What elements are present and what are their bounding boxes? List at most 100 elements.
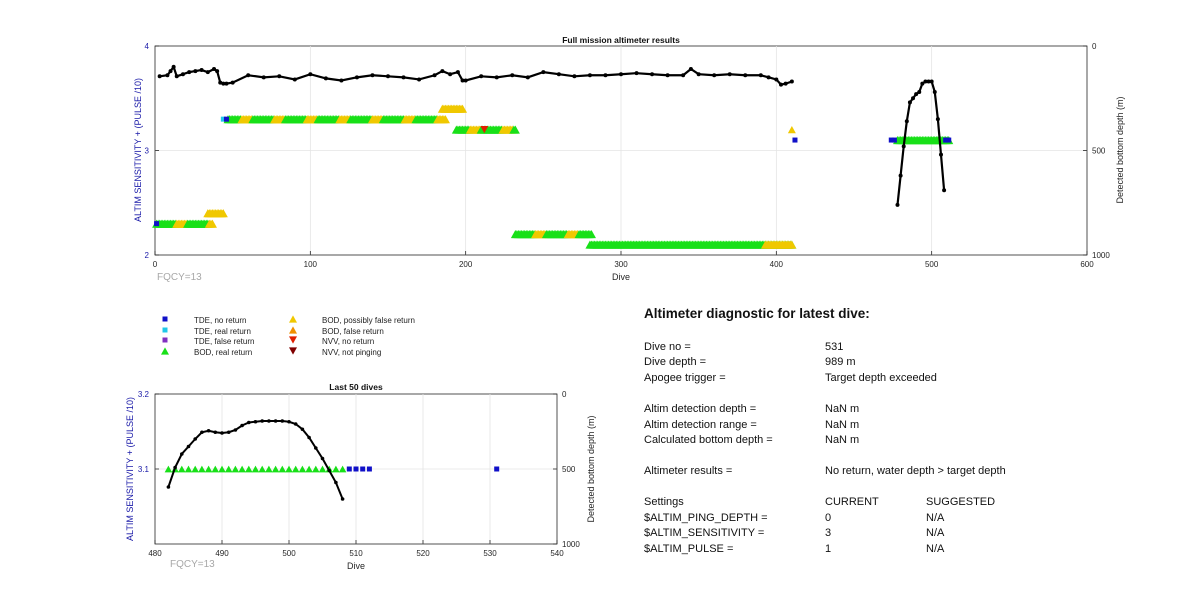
- bottom-depth-point: [463, 78, 468, 83]
- bottom-depth-point: [926, 79, 931, 84]
- bottom-depth-point: [525, 75, 530, 80]
- bottom-depth-point: [917, 89, 922, 94]
- diag-value: NaN m: [825, 434, 860, 446]
- bottom-depth-point: [783, 81, 788, 86]
- bottom-depth-point: [460, 78, 465, 83]
- bottom-depth-point: [603, 73, 608, 78]
- diag-label: Dive depth =: [644, 356, 707, 368]
- x-tick-label: 600: [1080, 260, 1094, 269]
- legend-square-icon: [162, 337, 168, 343]
- bottom-depth-point: [221, 81, 226, 86]
- main-y-left-label: ALTIM SENSITIVITY + (PULSE /10): [133, 78, 143, 222]
- settings-suggested-header: SUGGESTED: [926, 496, 996, 508]
- legend-marker: [289, 336, 297, 344]
- x-tick-label: 400: [770, 260, 784, 269]
- setting-label: $ALTIM_SENSITIVITY =: [644, 527, 765, 539]
- setting-current: 1: [825, 543, 832, 555]
- settings-label: Settings: [644, 496, 684, 508]
- bottom-depth-point: [587, 73, 592, 78]
- legend-label: NVV, not pinging: [322, 347, 382, 357]
- bottom-depth-point: [665, 73, 670, 78]
- legend-triangle-icon: [289, 346, 297, 355]
- bottom-depth-point: [541, 70, 546, 75]
- bottom-depth-point: [923, 79, 928, 84]
- diag-row-altim-detection-range: Altim detection range = NaN m: [644, 419, 1064, 433]
- diag-value: NaN m: [825, 419, 860, 431]
- bottom-depth-point: [165, 73, 170, 78]
- bottom-depth-point: [277, 74, 282, 79]
- diag-label: Altim detection depth =: [644, 403, 757, 415]
- bottom-depth-point: [789, 79, 794, 84]
- bottom-depth-point: [914, 92, 919, 97]
- bottom-depth-point: [308, 72, 313, 77]
- legend-label: BOD, possibly false return: [322, 316, 415, 325]
- bottom-depth-point: [440, 69, 445, 74]
- tde-marker: [223, 116, 229, 122]
- bottom-depth-point: [246, 73, 251, 78]
- marker: [480, 126, 489, 134]
- setting-current: 3: [825, 527, 832, 539]
- diag-setting-ping-depth: $ALTIM_PING_DEPTH = 0 N/A: [644, 512, 1064, 526]
- diag-label: Altim detection range =: [644, 419, 757, 431]
- diag-label: Calculated bottom depth =: [644, 434, 773, 446]
- legend-label: TDE, real return: [194, 326, 251, 336]
- setting-suggested: N/A: [926, 527, 945, 539]
- x-tick-label: 200: [459, 260, 473, 269]
- tde-marker: [154, 221, 160, 227]
- legend-label: BOD, real return: [194, 347, 253, 357]
- bottom-depth-point: [911, 96, 916, 101]
- bottom-depth-point: [224, 81, 229, 86]
- bottom-depth-point: [935, 117, 940, 122]
- legend-triangle-icon: [289, 325, 297, 334]
- bottom-depth-point: [743, 73, 748, 78]
- legend-marker: [162, 337, 168, 343]
- bottom-depth-point: [920, 81, 925, 86]
- bottom-depth-point: [174, 74, 179, 79]
- bottom-depth-point: [432, 73, 437, 78]
- tde-marker: [891, 137, 897, 143]
- tde-marker: [220, 116, 226, 122]
- bod-marker: [510, 125, 520, 134]
- bod-marker: [440, 115, 450, 124]
- main-ticks: 0 100 200 300 400 500 600 2 3 4 0 500 1000: [145, 42, 1111, 269]
- legend-label: BOD, false return: [322, 326, 384, 336]
- setting-suggested: N/A: [926, 512, 945, 524]
- diag-label: Apogee trigger =: [644, 372, 726, 384]
- legend-marker: [162, 327, 168, 332]
- legend-label: TDE, false return: [194, 337, 255, 346]
- bottom-depth-point: [479, 74, 484, 79]
- diag-row-dive-depth: Dive depth = 989 m: [644, 356, 1064, 370]
- legend-label: TDE, no return: [194, 316, 247, 325]
- bottom-depth-point: [494, 75, 499, 80]
- bottom-depth-point: [187, 70, 192, 75]
- legend-marker: [162, 316, 168, 322]
- settings-current-header: CURRENT: [825, 496, 879, 508]
- bottom-depth-point: [895, 202, 900, 207]
- diag-row-altimeter-results: Altimeter results = No return, water dep…: [644, 465, 1064, 479]
- x-tick-label: 100: [304, 260, 318, 269]
- diag-settings-header: Settings CURRENT SUGGESTED: [644, 496, 1064, 510]
- legend-triangle-icon: [289, 336, 297, 344]
- bottom-depth-point: [199, 68, 204, 73]
- diag-value: 989 m: [825, 356, 856, 368]
- diag-label: Dive no =: [644, 341, 691, 353]
- bod-marker: [207, 219, 217, 228]
- bottom-depth-point: [766, 75, 771, 80]
- bottom-depth-point: [212, 66, 217, 71]
- bottom-depth-point: [681, 73, 686, 78]
- bottom-depth-point: [386, 74, 390, 79]
- setting-suggested: N/A: [926, 543, 945, 555]
- bottom-depth-point: [727, 72, 732, 77]
- y-left-tick-label: 3: [145, 147, 150, 156]
- bottom-depth-point: [898, 173, 903, 178]
- bod-marker: [586, 230, 596, 239]
- tde-marker: [888, 137, 894, 143]
- bottom-depth-point: [778, 82, 783, 87]
- bottom-depth-point: [261, 75, 266, 80]
- bottom-depth-point: [455, 70, 460, 75]
- bottom-depth-point: [339, 78, 344, 83]
- main-marks: [152, 64, 954, 249]
- y-right-tick-label: 1000: [1092, 251, 1110, 260]
- bottom-depth-point: [370, 73, 375, 78]
